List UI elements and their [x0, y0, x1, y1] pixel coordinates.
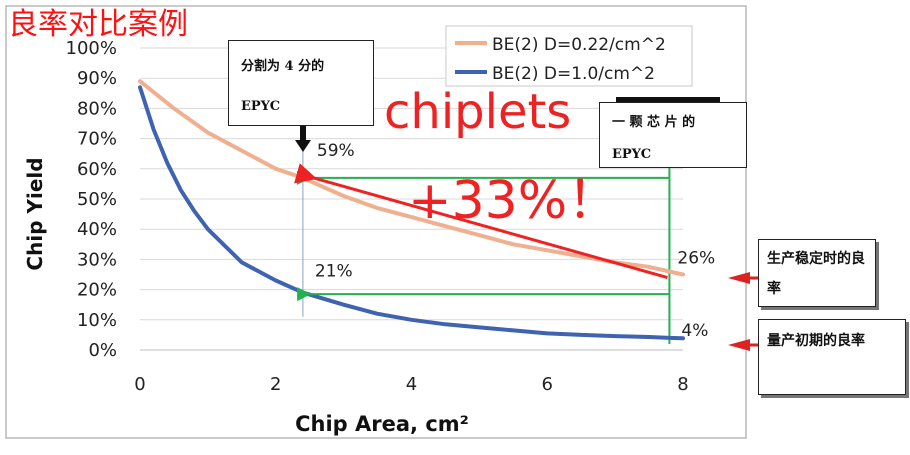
series-line-dark: [138, 85, 685, 341]
epyc-split-note: 分割为 4 分的 EPYC: [228, 40, 374, 126]
x-tick-label: 4: [406, 374, 417, 395]
pointer-arrow-down: [295, 118, 311, 152]
y-tick-label: 100%: [66, 38, 117, 59]
y-tick-labels: 0% 10% 20% 30% 40% 50% 60% 70% 80% 90% 100%: [66, 38, 117, 361]
initial-yield-note-text: 量产初期的良率: [767, 333, 865, 349]
y-tick-label: 50%: [77, 189, 117, 210]
initial-yield-note: 量产初期的良率: [758, 319, 906, 395]
x-tick-label: 2: [270, 374, 281, 395]
stable-yield-note-text: 生产稳定时的良率: [767, 251, 865, 297]
legend: BE(2) D=0.22/cm^2 BE(2) D=1.0/cm^2: [445, 25, 693, 87]
x-axis-title: Chip Area, cm²: [295, 412, 469, 436]
epyc-split-note-text: 分割为 4 分的 EPYC: [241, 59, 325, 114]
x-tick-label: 0: [134, 374, 145, 395]
one-chip-note-tab: [616, 97, 720, 103]
y-tick-label: 80%: [77, 98, 117, 119]
data-labels: 59% 21% 26% 4%: [315, 141, 715, 341]
one-chip-note: 一 颗 芯 片 的 EPYC: [599, 102, 747, 168]
data-label: 4%: [681, 321, 708, 341]
gain-label: +33%！: [408, 171, 619, 231]
y-tick-label: 10%: [77, 310, 117, 331]
x-tick-labels: 0 2 4 6 8: [134, 374, 688, 395]
trend-arrow: [294, 163, 668, 279]
page-title: 良率对比案例: [8, 7, 188, 42]
x-tick-label: 6: [542, 374, 553, 395]
y-tick-label: 90%: [77, 68, 117, 89]
y-tick-label: 70%: [77, 129, 117, 150]
data-label: 26%: [677, 248, 715, 268]
y-tick-label: 40%: [77, 219, 117, 240]
y-tick-label: 0%: [88, 340, 117, 361]
legend-label-light: BE(2) D=0.22/cm^2: [492, 35, 666, 55]
guide-arrows: [297, 170, 670, 302]
initial-yield-pointer: [728, 339, 750, 351]
x-tick-label: 8: [677, 374, 688, 395]
stable-yield-note: 生产稳定时的良率: [758, 239, 876, 307]
chiplets-label: chiplets: [384, 84, 571, 140]
y-tick-label: 60%: [77, 159, 117, 180]
legend-label-dark: BE(2) D=1.0/cm^2: [492, 64, 655, 84]
one-chip-note-text: 一 颗 芯 片 的 EPYC: [612, 115, 696, 162]
y-tick-label: 30%: [77, 249, 117, 270]
stable-yield-pointer: [728, 272, 750, 284]
y-tick-label: 20%: [77, 280, 117, 301]
data-label: 21%: [315, 262, 353, 282]
trend-arrow-line: [294, 163, 668, 279]
y-axis-title: Chip Yield: [23, 157, 47, 270]
data-label: 59%: [317, 141, 355, 161]
legend-box: [445, 25, 693, 87]
